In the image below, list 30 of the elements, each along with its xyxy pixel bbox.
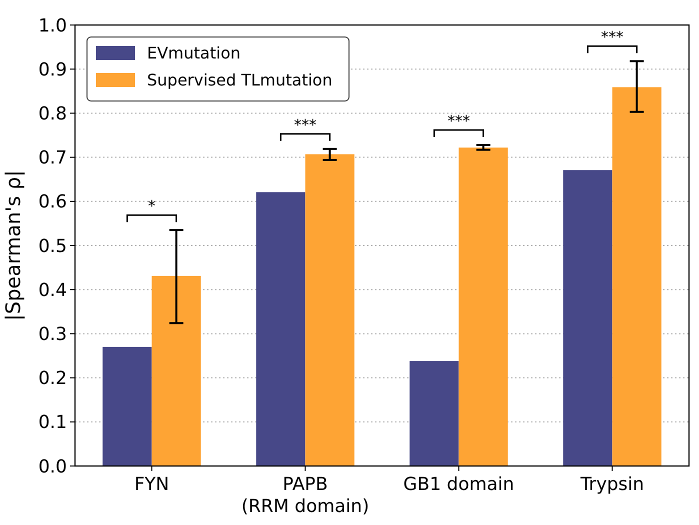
x-tick-label: FYN	[134, 474, 170, 495]
bar	[102, 346, 152, 466]
y-axis-title: |Spearman's ρ|	[1, 170, 25, 321]
annotation: ***	[294, 116, 317, 134]
annotation: ***	[601, 28, 624, 46]
y-tick-label: 0.9	[38, 59, 67, 80]
bar	[458, 148, 508, 466]
y-tick-label: 0.7	[38, 148, 67, 169]
y-tick-label: 0.0	[38, 456, 67, 478]
bar	[410, 361, 459, 466]
legend-label: EVmutation	[147, 44, 241, 63]
bar	[305, 154, 354, 466]
bar	[612, 87, 662, 466]
bar	[563, 170, 612, 466]
x-tick-label: Trypsin	[579, 474, 644, 495]
y-tick-label: 0.8	[38, 104, 67, 124]
bar	[256, 192, 306, 466]
y-tick-label: 0.5	[38, 236, 67, 257]
y-tick-label: 0.4	[38, 280, 67, 301]
x-tick-label: PAPB (RRM domain)	[241, 474, 370, 517]
annotation: *	[148, 197, 156, 216]
bar	[152, 276, 201, 466]
y-tick-label: 0.3	[38, 324, 67, 345]
y-tick-label: 1.0	[38, 15, 67, 36]
y-tick-label: 0.1	[38, 412, 67, 434]
y-tick-label: 0.2	[38, 368, 67, 390]
legend-label: Supervised TLmutation	[147, 70, 332, 90]
y-tick-label: 0.6	[38, 192, 67, 213]
x-tick-label: GB1 domain	[403, 474, 514, 495]
annotation: ***	[448, 112, 470, 130]
